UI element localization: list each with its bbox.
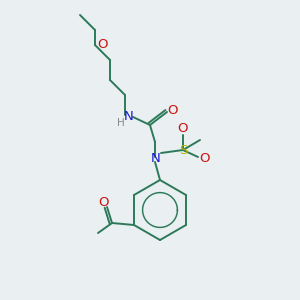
Text: H: H	[117, 118, 125, 128]
Text: N: N	[124, 110, 134, 122]
Text: O: O	[98, 38, 108, 52]
Text: N: N	[151, 152, 161, 164]
Text: O: O	[178, 122, 188, 136]
Text: S: S	[179, 143, 187, 157]
Text: O: O	[98, 196, 108, 208]
Text: O: O	[199, 152, 209, 164]
Text: O: O	[168, 104, 178, 118]
